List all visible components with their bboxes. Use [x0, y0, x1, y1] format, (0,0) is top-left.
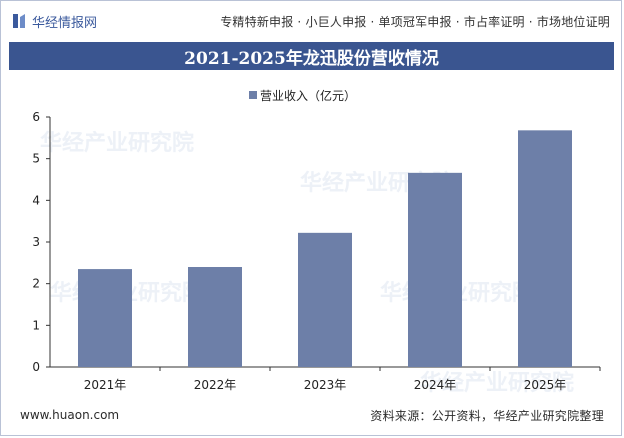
x-tick-label: 2023年: [304, 378, 347, 392]
footer-source: 资料来源：公开资料，华经产业研究院整理: [370, 408, 604, 423]
y-tick-label: 1: [32, 318, 40, 332]
legend-swatch: [249, 91, 257, 99]
y-tick-label: 4: [32, 193, 40, 207]
bar-chart: 华经产业研究院华经产业研究院华经产业研究院华经产业研究院华经产业研究院营业收入（…: [32, 88, 601, 396]
footer-url[interactable]: www.huaon.com: [20, 408, 120, 422]
y-tick-label: 2: [32, 277, 40, 291]
bar-4[interactable]: [408, 172, 462, 367]
x-tick-label: 2025年: [524, 378, 567, 392]
bar-1[interactable]: [78, 269, 132, 367]
x-tick-label: 2022年: [194, 378, 237, 392]
y-tick-label: 0: [32, 360, 40, 374]
chart-title: 2021-2025年龙迅股份营收情况: [9, 42, 614, 70]
huajing-logo-icon: [13, 14, 25, 28]
y-tick-label: 3: [32, 235, 40, 249]
legend-label: 营业收入（亿元）: [260, 88, 356, 103]
footer: www.huaon.com 资料来源：公开资料，华经产业研究院整理: [0, 400, 624, 430]
services-text: 专精特新申报 · 小巨人申报 · 单项冠军申报 · 市占率证明 · 市场地位证明: [220, 14, 610, 29]
watermark-text: 华经产业研究院: [40, 130, 194, 156]
x-tick-label: 2021年: [84, 378, 127, 392]
bar-5[interactable]: [518, 130, 572, 367]
x-tick-label: 2024年: [414, 378, 457, 392]
bar-2[interactable]: [188, 267, 242, 367]
y-tick-label: 6: [32, 110, 40, 124]
bar-3[interactable]: [298, 232, 352, 367]
brand[interactable]: 华经情报网: [12, 12, 97, 31]
top-bar: 华经情报网 专精特新申报 · 小巨人申报 · 单项冠军申报 · 市占率证明 · …: [0, 0, 624, 42]
brand-name: 华经情报网: [32, 15, 98, 31]
watermark-text: 华经产业研究院: [420, 370, 574, 396]
y-tick-label: 5: [32, 152, 40, 166]
